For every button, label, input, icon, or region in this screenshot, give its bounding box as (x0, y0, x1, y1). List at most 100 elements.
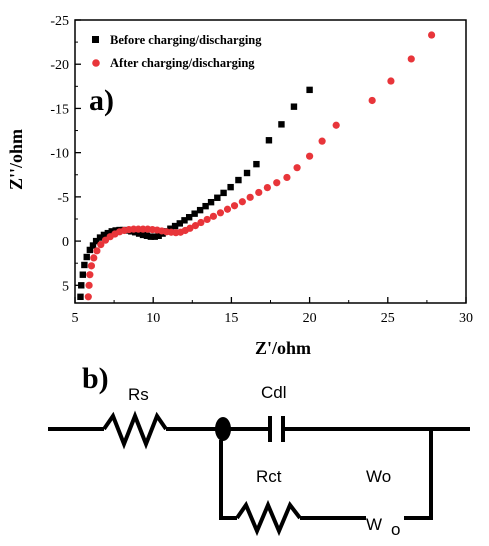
data-point-before (100, 231, 108, 239)
data-point-after (407, 55, 415, 63)
data-point-before (235, 176, 242, 184)
y-tick-label: -25 (50, 14, 69, 29)
data-point-after (238, 198, 246, 206)
data-point-before (139, 231, 147, 239)
equivalent-circuit: b) Rs Cdl Rct W o Wo (48, 362, 470, 539)
data-point-after (368, 96, 376, 105)
data-point-after (283, 173, 291, 182)
data-point-after (86, 271, 94, 279)
y-tick-label: -20 (50, 58, 69, 73)
data-point-after (427, 31, 436, 39)
data-point-before (79, 271, 87, 278)
data-point-before (214, 194, 221, 201)
data-point-after (90, 254, 98, 262)
data-point-before (147, 233, 155, 240)
x-tick-label: 5 (72, 311, 79, 326)
data-point-before (191, 210, 198, 217)
data-point-before (181, 217, 188, 224)
data-point-after (223, 205, 232, 213)
warburg-wo-icon: W (366, 515, 382, 534)
y-axis-ticks: -25 -20 -15 -10 -5 0 5 (50, 14, 81, 294)
data-point-before (185, 214, 193, 221)
data-point-after (293, 164, 301, 172)
data-point-after (273, 179, 281, 187)
data-point-after (230, 202, 239, 210)
x-tick-label: 10 (146, 311, 160, 326)
legend-marker-before (92, 36, 99, 43)
data-point-after (306, 152, 314, 160)
y-axis-title: Z''/ohm (6, 129, 26, 190)
data-point-before (227, 183, 234, 191)
data-point-after (209, 212, 218, 220)
circuit-node-icon (215, 417, 231, 441)
data-point-before (108, 228, 115, 235)
resistor-rct-icon (235, 499, 302, 537)
x-tick-label: 20 (303, 311, 317, 326)
legend-marker-after (92, 59, 100, 67)
data-point-before (104, 229, 112, 237)
data-point-after (318, 137, 326, 145)
x-axis-ticks: 5 10 15 20 25 30 (72, 297, 473, 326)
data-point-after (186, 224, 194, 232)
data-point-before (171, 222, 179, 230)
panel-label-a: a) (89, 84, 114, 117)
data-point-before (278, 121, 285, 128)
x-tick-label: 25 (381, 311, 395, 326)
data-point-before (112, 227, 119, 234)
data-point-after (246, 193, 254, 201)
panel-label-b: b) (82, 362, 109, 395)
data-point-after (216, 209, 225, 217)
data-point-before (290, 103, 298, 110)
impedance-chart: 5 10 15 20 25 30 -25 -20 -15 -10 -5 0 5 Before char… (6, 14, 473, 358)
data-point-before (78, 282, 85, 289)
legend: Before charging/discharging After chargi… (92, 33, 262, 70)
data-point-before (176, 220, 183, 227)
data-point-before (243, 169, 251, 177)
y-tick-label: 0 (62, 235, 69, 250)
data-point-before (86, 246, 94, 254)
data-point-after (87, 262, 96, 270)
circuit-wire-lower-right (404, 429, 433, 520)
data-point-before (265, 137, 273, 144)
data-point-before (92, 237, 100, 245)
data-point-after (387, 77, 395, 85)
legend-label-before: Before charging/discharging (110, 33, 262, 47)
data-point-after (84, 293, 92, 301)
data-point-before (143, 232, 151, 239)
data-point-after (197, 218, 205, 227)
y-tick-label: -10 (50, 147, 69, 162)
label-cdl: Cdl (261, 383, 287, 402)
data-point-before (167, 225, 174, 232)
circuit-wire-lower-left (219, 440, 237, 520)
y-tick-label: 5 (62, 279, 69, 294)
label-wo: Wo (366, 467, 391, 486)
label-rs: Rs (128, 385, 149, 404)
data-point-after (332, 121, 340, 129)
data-point-before (220, 189, 227, 197)
data-point-before (89, 242, 97, 249)
capacitor-cdl-icon (268, 416, 285, 442)
warburg-wo-subscript: o (391, 520, 400, 539)
data-point-after (255, 188, 263, 197)
data-point-before (253, 160, 260, 168)
y-tick-label: -5 (57, 191, 69, 206)
data-point-after (85, 281, 93, 289)
legend-label-after: After charging/discharging (110, 56, 255, 70)
data-point-before (196, 206, 204, 214)
series-after (84, 31, 436, 301)
data-point-before (96, 234, 104, 241)
x-tick-label: 15 (224, 311, 238, 326)
data-point-after (97, 241, 105, 249)
data-point-after (93, 247, 101, 255)
series-before (77, 86, 313, 301)
data-point-before (135, 230, 143, 237)
data-point-after (191, 222, 200, 230)
data-point-before (202, 202, 209, 210)
data-point-after (203, 215, 211, 224)
data-point-before (306, 86, 313, 94)
data-point-before (81, 261, 88, 269)
data-point-before (155, 232, 162, 239)
data-point-before (83, 253, 90, 261)
data-point-before (77, 293, 84, 301)
